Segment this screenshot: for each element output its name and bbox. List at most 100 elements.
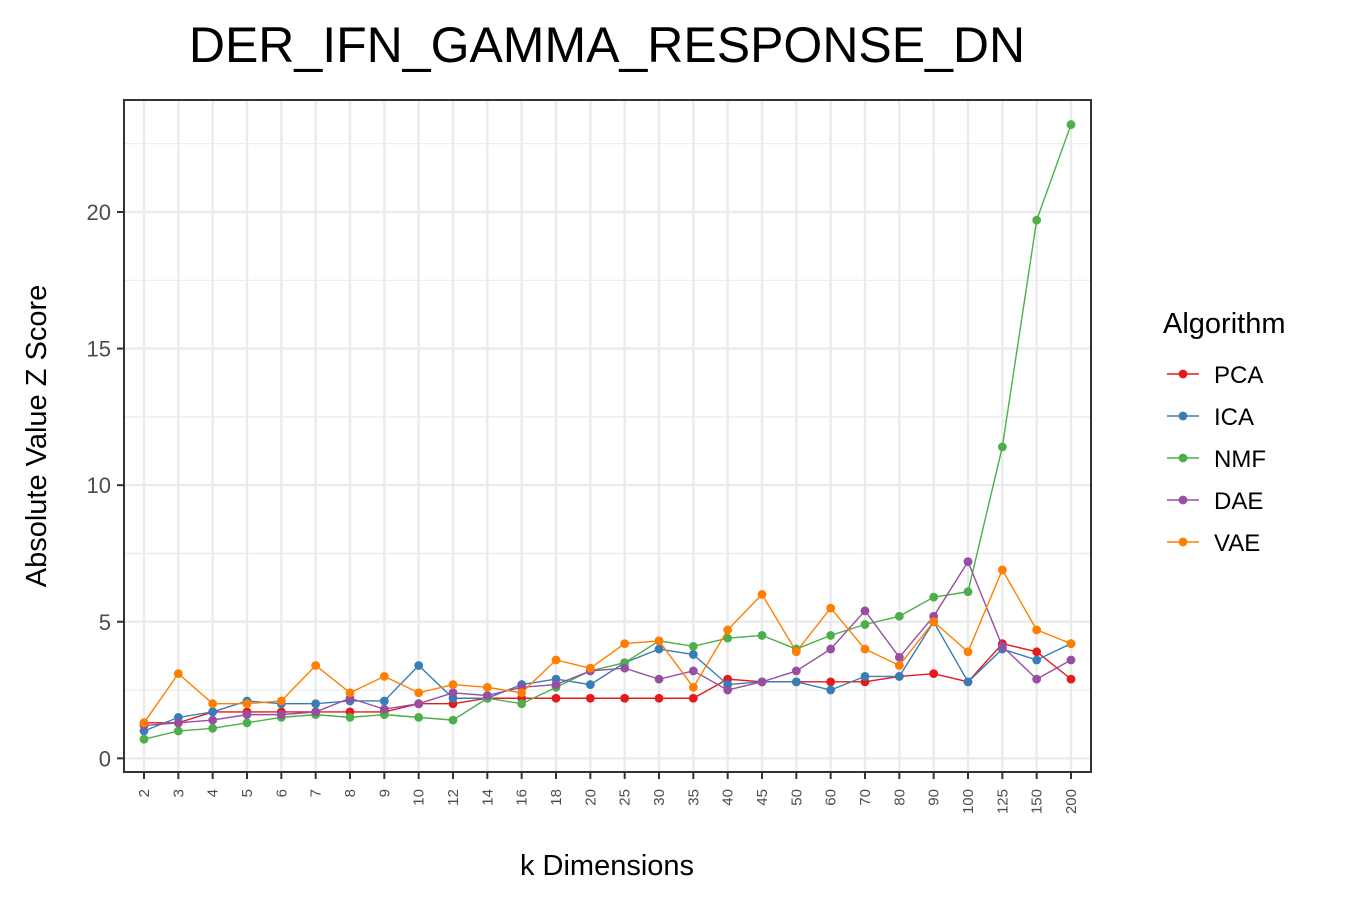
data-point-nmf — [448, 715, 458, 725]
series-line-ica — [143, 620, 1072, 732]
data-point-nmf — [826, 631, 836, 640]
data-point-vae — [1032, 625, 1042, 635]
x-tick-label: 50 — [788, 789, 805, 806]
data-point-vae — [482, 682, 492, 692]
data-point-vae — [276, 696, 286, 706]
data-point-dae — [791, 666, 801, 676]
data-point-pca — [551, 693, 561, 703]
data-point-ica — [894, 671, 904, 681]
data-point-vae — [1066, 639, 1076, 649]
data-point-ica — [379, 696, 389, 706]
grid-lines — [124, 100, 1091, 772]
data-point-nmf — [860, 620, 870, 629]
data-point-pca — [585, 693, 595, 703]
data-point-nmf — [757, 631, 767, 640]
data-point-dae — [1066, 655, 1076, 665]
x-tick-label: 20 — [582, 789, 599, 806]
data-point-ica — [860, 671, 870, 681]
data-point-dae — [826, 644, 836, 654]
y-axis-title: Absolute Value Z Score — [21, 285, 53, 588]
data-point-dae — [997, 641, 1007, 651]
data-point-vae — [551, 655, 561, 665]
x-tick-label: 7 — [308, 789, 325, 797]
data-point-dae — [894, 652, 904, 662]
data-point-vae — [963, 647, 973, 657]
legend-key-point — [1178, 495, 1188, 505]
data-point-nmf — [208, 723, 218, 733]
data-point-pca — [654, 693, 664, 703]
x-tick-label: 45 — [754, 789, 771, 806]
data-point-dae — [757, 677, 767, 687]
legend-label: PCA — [1214, 362, 1263, 389]
data-point-ica — [1032, 655, 1042, 665]
data-point-dae — [723, 685, 733, 695]
data-point-dae — [173, 718, 183, 728]
x-tick-label: 100 — [960, 789, 977, 814]
data-point-nmf — [929, 592, 939, 602]
data-point-vae — [139, 718, 149, 728]
data-point-vae — [860, 644, 870, 654]
legend-label: ICA — [1214, 404, 1254, 431]
data-point-pca — [1032, 647, 1042, 657]
data-point-dae — [688, 666, 698, 676]
legend-label: DAE — [1214, 488, 1263, 515]
data-point-nmf — [894, 611, 904, 621]
x-tick-label: 60 — [823, 789, 840, 806]
data-point-vae — [379, 671, 389, 681]
data-point-pca — [1066, 674, 1076, 684]
data-point-vae — [242, 699, 252, 709]
data-point-dae — [620, 663, 630, 673]
data-point-dae — [276, 710, 286, 720]
x-tick-label: 70 — [857, 789, 874, 806]
data-point-vae — [826, 603, 836, 613]
data-point-vae — [173, 669, 183, 679]
data-point-nmf — [1032, 215, 1042, 225]
data-point-dae — [654, 674, 664, 684]
x-tick-label: 40 — [720, 789, 737, 806]
data-point-vae — [585, 663, 595, 673]
data-point-vae — [620, 639, 630, 649]
data-point-vae — [791, 647, 801, 657]
y-tick-label: 5 — [99, 610, 111, 635]
data-point-pca — [620, 693, 630, 703]
data-point-ica — [826, 685, 836, 695]
legend-label: NMF — [1214, 446, 1266, 473]
series-nmf — [139, 120, 1076, 744]
x-tick-label: 12 — [445, 789, 462, 806]
data-point-vae — [894, 661, 904, 670]
x-axis-title: k Dimensions — [520, 850, 694, 882]
data-point-dae — [242, 710, 252, 720]
series-vae — [139, 565, 1076, 728]
x-tick-label: 6 — [273, 789, 290, 797]
chart-title: DER_IFN_GAMMA_RESPONSE_DN — [189, 17, 1025, 73]
data-point-nmf — [517, 699, 527, 709]
data-point-dae — [1032, 674, 1042, 684]
data-point-ica — [688, 650, 698, 659]
x-tick-label: 10 — [411, 789, 428, 806]
legend-item-dae: DAE — [1167, 488, 1263, 515]
series-line-pca — [144, 642, 1072, 724]
data-point-vae — [311, 661, 321, 670]
data-point-dae — [551, 680, 561, 689]
y-tick-label: 15 — [87, 337, 111, 362]
series-layer — [139, 120, 1076, 744]
data-point-dae — [448, 688, 458, 698]
legend-item-pca: PCA — [1167, 362, 1263, 389]
data-point-nmf — [688, 641, 698, 651]
data-point-nmf — [414, 712, 424, 722]
data-point-nmf — [345, 712, 355, 722]
legend-title: Algorithm — [1163, 308, 1286, 340]
x-tick-label: 16 — [514, 789, 531, 806]
legend-key-point — [1178, 411, 1188, 421]
data-point-pca — [688, 693, 698, 703]
legend-item-nmf: NMF — [1167, 446, 1266, 473]
data-point-vae — [517, 688, 527, 698]
x-tick-label: 4 — [205, 789, 222, 797]
series-line-dae — [143, 560, 1072, 727]
series-line-vae — [143, 568, 1072, 724]
data-point-dae — [860, 606, 870, 616]
data-point-vae — [688, 682, 698, 692]
